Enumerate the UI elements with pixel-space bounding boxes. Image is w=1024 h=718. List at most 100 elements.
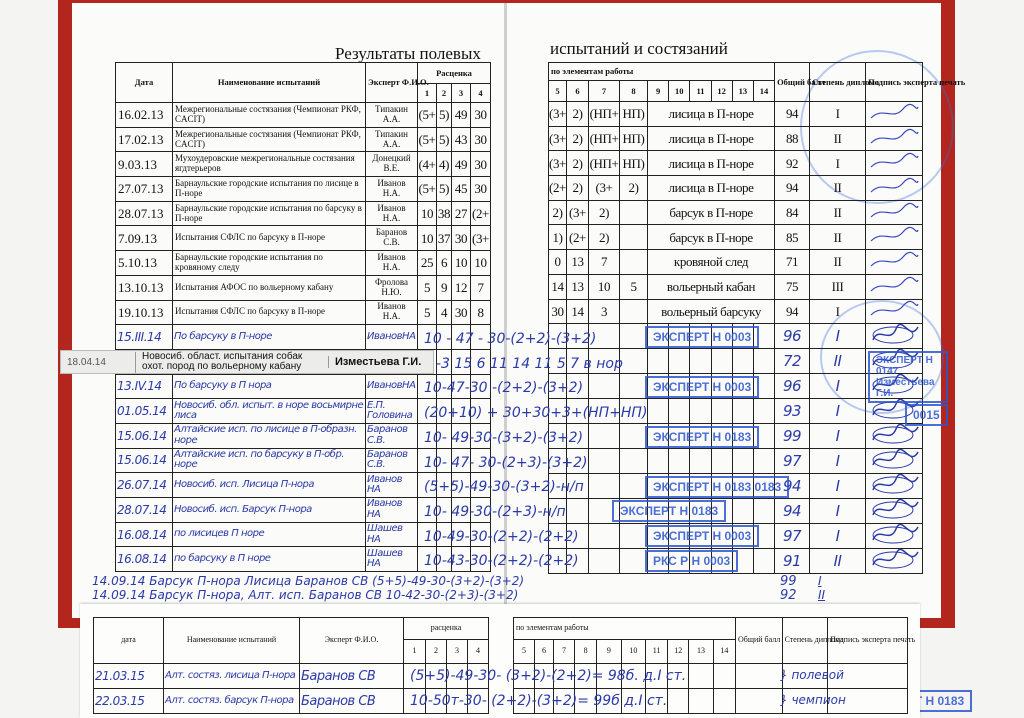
left-page-title: Результаты полевых: [335, 44, 481, 63]
row-signature: [865, 224, 924, 251]
row-expert: Типакин А.А.: [365, 126, 418, 153]
expert-stamp: ЭКСПЕРТ Н 0003: [645, 376, 760, 398]
free-line-total: 99: [780, 574, 797, 589]
row-test-name: Испытания АФОС по вольерному кабану: [172, 274, 366, 301]
row-element: НП): [619, 101, 648, 127]
row-diploma: I: [809, 423, 867, 450]
row-element: (3+: [588, 175, 620, 201]
signature-scribble-icon: [872, 548, 919, 569]
sheet-header-rating: расценка: [402, 617, 490, 640]
row-signature: [865, 298, 924, 325]
table-row: 7.09.13 Испытания СФЛС по барсуку в П-нор…: [115, 225, 491, 252]
row-rating: 30: [470, 102, 491, 128]
row-test-name: по барсуку в П норе: [172, 546, 366, 573]
sheet-row-expert: Баранов СВ: [299, 688, 404, 714]
signature-scribble-icon: [870, 128, 919, 143]
row-date: 15.06.14: [115, 447, 173, 474]
row-rating: (3+: [470, 225, 491, 252]
row-rating: 10: [417, 200, 437, 227]
row-rating: 30: [470, 151, 491, 178]
row-element: 2): [566, 150, 589, 177]
signature-scribble-icon: [870, 227, 919, 242]
row-work-type: барсук в П-норе: [646, 224, 776, 251]
handwritten-scores: 10- 49-30-(2+3)-н/п: [424, 503, 566, 520]
row-diploma: II: [809, 348, 867, 375]
table-row: 0 13 7 кровяной след 71 II: [548, 249, 924, 275]
row-date: 9.03.13: [115, 151, 173, 178]
row-date: 17.02.13: [115, 126, 173, 153]
row-element: 1): [548, 224, 567, 251]
row-rating: (4+: [417, 151, 437, 178]
row-rating: (2+: [470, 200, 491, 227]
row-test-name: Алтайские исп. по лисице в П-образн. нор…: [172, 422, 366, 449]
sheet-header-date: дата: [93, 617, 164, 664]
pasted-date: 18.04.14: [67, 356, 106, 368]
sheet-header-signature: Подпись эксперта печать: [827, 617, 915, 664]
row-work-type: вольерный кабан: [646, 273, 776, 300]
row-element: 30: [548, 298, 567, 325]
row-element: (НП+: [588, 125, 620, 152]
row-date: 7.09.13: [115, 225, 173, 252]
row-element: (2+: [566, 224, 589, 251]
row-test-name: по лисицев П норе: [172, 521, 366, 548]
booklet-spine: [504, 3, 507, 618]
row-rating: 8: [470, 299, 491, 326]
row-element: 2): [619, 175, 648, 201]
row-element: 13: [566, 273, 589, 300]
sheet-row-scores: (5+5)-49-30- (3+2)-(2+2)= 98б. д.I ст.: [410, 668, 687, 684]
row-diploma: I: [809, 523, 867, 550]
header-name: Наименование испытаний: [172, 62, 366, 103]
row-element: (НП+: [588, 150, 620, 177]
row-work-type: лисица в П-норе: [646, 101, 776, 127]
row-expert: Донецкий В.Е.: [365, 151, 418, 178]
free-line-diploma: I: [818, 574, 822, 588]
sheet-header-element-col: 5: [512, 639, 536, 664]
table-row: 13.10.13 Испытания АФОС по вольерному каб…: [115, 274, 491, 301]
sheet-row-name: Алт. состяз. барсук П-нора: [163, 688, 300, 714]
row-rating: 38: [436, 200, 452, 227]
row-test-name: Межрегиональные состязания (Чемпионат РК…: [172, 126, 366, 153]
row-diploma: II: [809, 175, 867, 201]
expert-stamp: ЭКСПЕРТ Н 0003: [645, 525, 760, 547]
sheet-header-diploma: Степень диплома: [781, 617, 844, 664]
signature-scribble-icon: [872, 473, 919, 494]
table-row: 01.05.14 Новосиб. обл. испыт. в норе вось…: [115, 398, 491, 424]
sheet-header-element-col: 13: [688, 639, 714, 664]
row-rating: (5+: [417, 176, 437, 202]
row-element: 2): [548, 199, 567, 226]
table-row: 19.10.13 Испытания СФЛС по барсуку в П-но…: [115, 299, 491, 326]
row-diploma: II: [809, 199, 867, 226]
row-total: 94: [774, 175, 811, 201]
row-expert: Иванов Н.А.: [365, 200, 418, 227]
free-line-entry: 14.09.14 Барсук П-нора, Алт. исп. Барано…: [92, 588, 519, 602]
row-test-name: Испытания СФЛС по барсуку в П-норе: [172, 299, 366, 326]
row-work-type: барсук в П-норе: [646, 199, 776, 226]
row-rating: 10: [470, 250, 491, 276]
table-row: (2+ 2) (3+ 2) лисица в П-норе 94 II: [548, 175, 924, 201]
header-element-col: 10: [668, 80, 691, 102]
row-expert: Иванов Н.А.: [365, 299, 418, 326]
row-work-type: лисица в П-норе: [646, 125, 776, 152]
table-row: 15.06.14 Алтайские исп. по лисице в П-обр…: [115, 422, 491, 449]
sheet-header-element-col: 11: [645, 639, 669, 664]
row-expert: ИвановНА: [365, 373, 418, 400]
row-date: 15.III.14: [115, 324, 173, 350]
sheet-row: 22.03.15 Алт. состяз. барсук П-нора Барано…: [93, 688, 490, 714]
row-element: (3+: [548, 125, 567, 152]
row-rating: 27: [451, 200, 471, 227]
row-rating: 25: [417, 250, 437, 276]
row-expert: Иванов НА: [365, 472, 418, 498]
row-signature: [865, 448, 924, 475]
table-row: 27.07.13 Барнаульские городские испытания…: [115, 176, 491, 202]
header-element-col: 13: [731, 80, 754, 102]
row-test-name: Новосиб. исп. Лисица П-нора: [172, 472, 366, 498]
row-element: (2+: [548, 175, 567, 201]
signature-scribble-icon: [872, 498, 919, 519]
sheet-header-rating-col: 3: [446, 639, 468, 664]
row-diploma: I: [809, 298, 867, 325]
row-date: 16.08.14: [115, 546, 173, 573]
row-element: [619, 249, 648, 275]
row-signature: [865, 473, 924, 500]
row-date: 5.10.13: [115, 250, 173, 276]
row-rating: 4: [436, 299, 452, 326]
